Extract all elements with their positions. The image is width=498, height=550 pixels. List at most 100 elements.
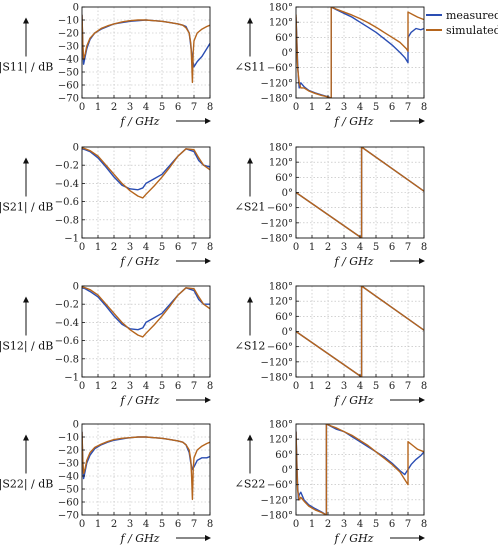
s12-mag-xtick-label: 2 xyxy=(111,381,117,392)
s12-mag-yarrow-head xyxy=(23,296,29,303)
s12-mag-xlabel: f / GHz xyxy=(120,394,160,407)
s11-phase-series xyxy=(296,7,424,98)
legend: measured simulated xyxy=(426,9,498,37)
s11-mag-ytick-label: −10 xyxy=(58,16,79,27)
s12-phase-ytick-label: 0° xyxy=(282,327,293,338)
s12-phase-xtick-label: 5 xyxy=(373,381,379,392)
s11-phase-yarrow-head xyxy=(247,17,253,24)
s11-mag-series xyxy=(82,14,210,84)
s12-phase-xtick-label: 3 xyxy=(341,381,347,392)
s22-mag-ytick-label: −20 xyxy=(58,446,79,457)
s21-mag-xtick-label: 3 xyxy=(127,242,133,253)
s12-mag-xtick-label: 8 xyxy=(207,381,213,392)
s21-mag-xtick-label: 7 xyxy=(191,242,197,253)
s22-phase-xarrow-head xyxy=(419,535,425,541)
s21-phase-line-simulated xyxy=(296,147,424,238)
s22-phase-xtick-label: 0 xyxy=(293,519,299,530)
s21-phase-ytick-label: 0° xyxy=(282,188,293,199)
s21-phase-xtick-label: 3 xyxy=(341,242,347,253)
legend-label-simulated: simulated xyxy=(446,24,498,37)
s12-mag-panel: 0 1 2 3 4 5 6 7 80−0.2−0.4−0.6−0.8−1f / GHz|S12|… xyxy=(0,282,213,408)
s11-mag-xarrow-head xyxy=(205,118,211,124)
s21-mag-xtick-label: 8 xyxy=(207,242,213,253)
s12-mag-xtick-label: 7 xyxy=(191,381,197,392)
s22-phase-yarrow-head xyxy=(247,434,253,441)
s21-mag-xtick-label: 5 xyxy=(159,242,165,253)
s22-mag-xarrow-head xyxy=(205,535,211,541)
s22-phase-xtick-label: 7 xyxy=(405,519,411,530)
s21-mag-panel: 0 1 2 3 4 5 6 7 80−0.2−0.4−0.6−0.8−1f / GHz|S21|… xyxy=(0,143,213,269)
s12-mag-xtick-label: 6 xyxy=(175,381,181,392)
s22-mag-ytick-label: 0 xyxy=(73,420,79,431)
s11-phase-xtick-label: 7 xyxy=(405,102,411,113)
s12-mag-ytick-label: −0.4 xyxy=(55,318,79,329)
s22-mag-xtick-label: 8 xyxy=(207,519,213,530)
s11-mag-ytick-label: −40 xyxy=(58,55,79,66)
s11-phase-xtick-label: 2 xyxy=(325,102,331,113)
s21-phase-xlabel: f / GHz xyxy=(334,255,374,268)
s21-mag-series xyxy=(82,147,210,199)
s21-mag-ytick-label: −0.2 xyxy=(55,161,79,172)
s12-mag-xtick-label: 0 xyxy=(79,381,85,392)
s21-phase-panel: 0 1 2 3 4 5 6 7 8 180° 120° 60° 0° −60° −120° −180° f / … xyxy=(235,143,428,269)
s11-mag-panel: 0 1 2 3 4 5 6 7 80−10−20−30−40−50−60−70f / GHz|S… xyxy=(0,3,213,129)
s11-mag-xtick-label: 5 xyxy=(159,102,165,113)
s11-phase-xtick-label: 8 xyxy=(421,102,427,113)
s22-phase-xtick-label: 6 xyxy=(389,519,395,530)
s11-phase-xtick-label: 3 xyxy=(341,102,347,113)
s22-mag-panel: 0 1 2 3 4 5 6 7 80−10−20−30−40−50−60−70f / GHz|S… xyxy=(0,420,213,546)
s11-phase-ytick-label: 0° xyxy=(282,48,293,59)
s12-mag-ylabel: |S12| / dB xyxy=(0,340,53,354)
s11-mag-xtick-label: 3 xyxy=(127,102,133,113)
s12-mag-ytick-label: −0.6 xyxy=(55,336,79,347)
s21-phase-xarrow-head xyxy=(419,258,425,264)
s12-phase-ytick-label: −120° xyxy=(261,357,293,368)
s11-mag-ytick-label: 0 xyxy=(73,3,79,14)
s12-phase-series xyxy=(296,286,424,377)
s22-phase-series xyxy=(296,424,424,515)
s11-phase-xtick-label: 5 xyxy=(373,102,379,113)
s11-phase-xtick-label: 0 xyxy=(293,102,299,113)
s22-phase-xtick-label: 2 xyxy=(325,519,331,530)
s22-mag-xtick-label: 2 xyxy=(111,519,117,530)
s21-mag-ytick-label: −0.4 xyxy=(55,179,79,190)
s21-phase-ytick-label: 60° xyxy=(275,173,293,184)
s22-mag-xtick-label: 6 xyxy=(175,519,181,530)
s12-phase-line-simulated xyxy=(296,286,424,377)
s12-phase-ytick-label: 60° xyxy=(275,312,293,323)
s12-phase-xtick-label: 1 xyxy=(309,381,315,392)
s21-mag-line-simulated xyxy=(82,147,210,199)
s21-phase-ytick-label: −120° xyxy=(261,218,293,229)
s22-mag-xtick-label: 3 xyxy=(127,519,133,530)
s22-phase-ytick-label: 120° xyxy=(269,435,293,446)
s21-phase-xtick-label: 4 xyxy=(357,242,363,253)
s21-phase-series xyxy=(296,147,424,238)
s22-phase-xtick-label: 1 xyxy=(309,519,315,530)
s11-mag-ylabel: |S11| / dB xyxy=(0,61,53,75)
s12-mag-ytick-label: −0.8 xyxy=(55,354,79,365)
s11-mag-xlabel: f / GHz xyxy=(120,115,160,128)
s22-phase-ylabel: ∠S22 xyxy=(235,478,266,491)
s11-phase-panel: 0 1 2 3 4 5 6 7 8 180° 120° 60° 0° −60° −120° −180° f / … xyxy=(235,3,428,129)
s22-mag-xtick-label: 0 xyxy=(79,519,85,530)
s21-phase-ytick-label: 120° xyxy=(269,158,293,169)
s11-mag-xtick-label: 6 xyxy=(175,102,181,113)
s12-phase-ytick-label: −180° xyxy=(261,373,293,384)
s21-phase-xtick-label: 7 xyxy=(405,242,411,253)
s21-mag-xtick-label: 2 xyxy=(111,242,117,253)
s22-mag-line-simulated xyxy=(82,431,210,501)
s21-mag-xtick-label: 1 xyxy=(95,242,101,253)
s12-phase-xtick-label: 8 xyxy=(421,381,427,392)
s11-phase-line-simulated xyxy=(296,7,424,98)
s22-phase-ytick-label: 0° xyxy=(282,465,293,476)
s11-phase-ytick-label: −120° xyxy=(261,78,293,89)
s22-mag-series xyxy=(82,431,210,501)
s12-phase-xtick-label: 4 xyxy=(357,381,363,392)
s22-mag-xtick-label: 5 xyxy=(159,519,165,530)
s11-phase-xarrow-head xyxy=(419,118,425,124)
s21-phase-xtick-label: 1 xyxy=(309,242,315,253)
s11-phase-xtick-label: 6 xyxy=(389,102,395,113)
s21-phase-xtick-label: 8 xyxy=(421,242,427,253)
s22-mag-ytick-label: −50 xyxy=(58,485,79,496)
